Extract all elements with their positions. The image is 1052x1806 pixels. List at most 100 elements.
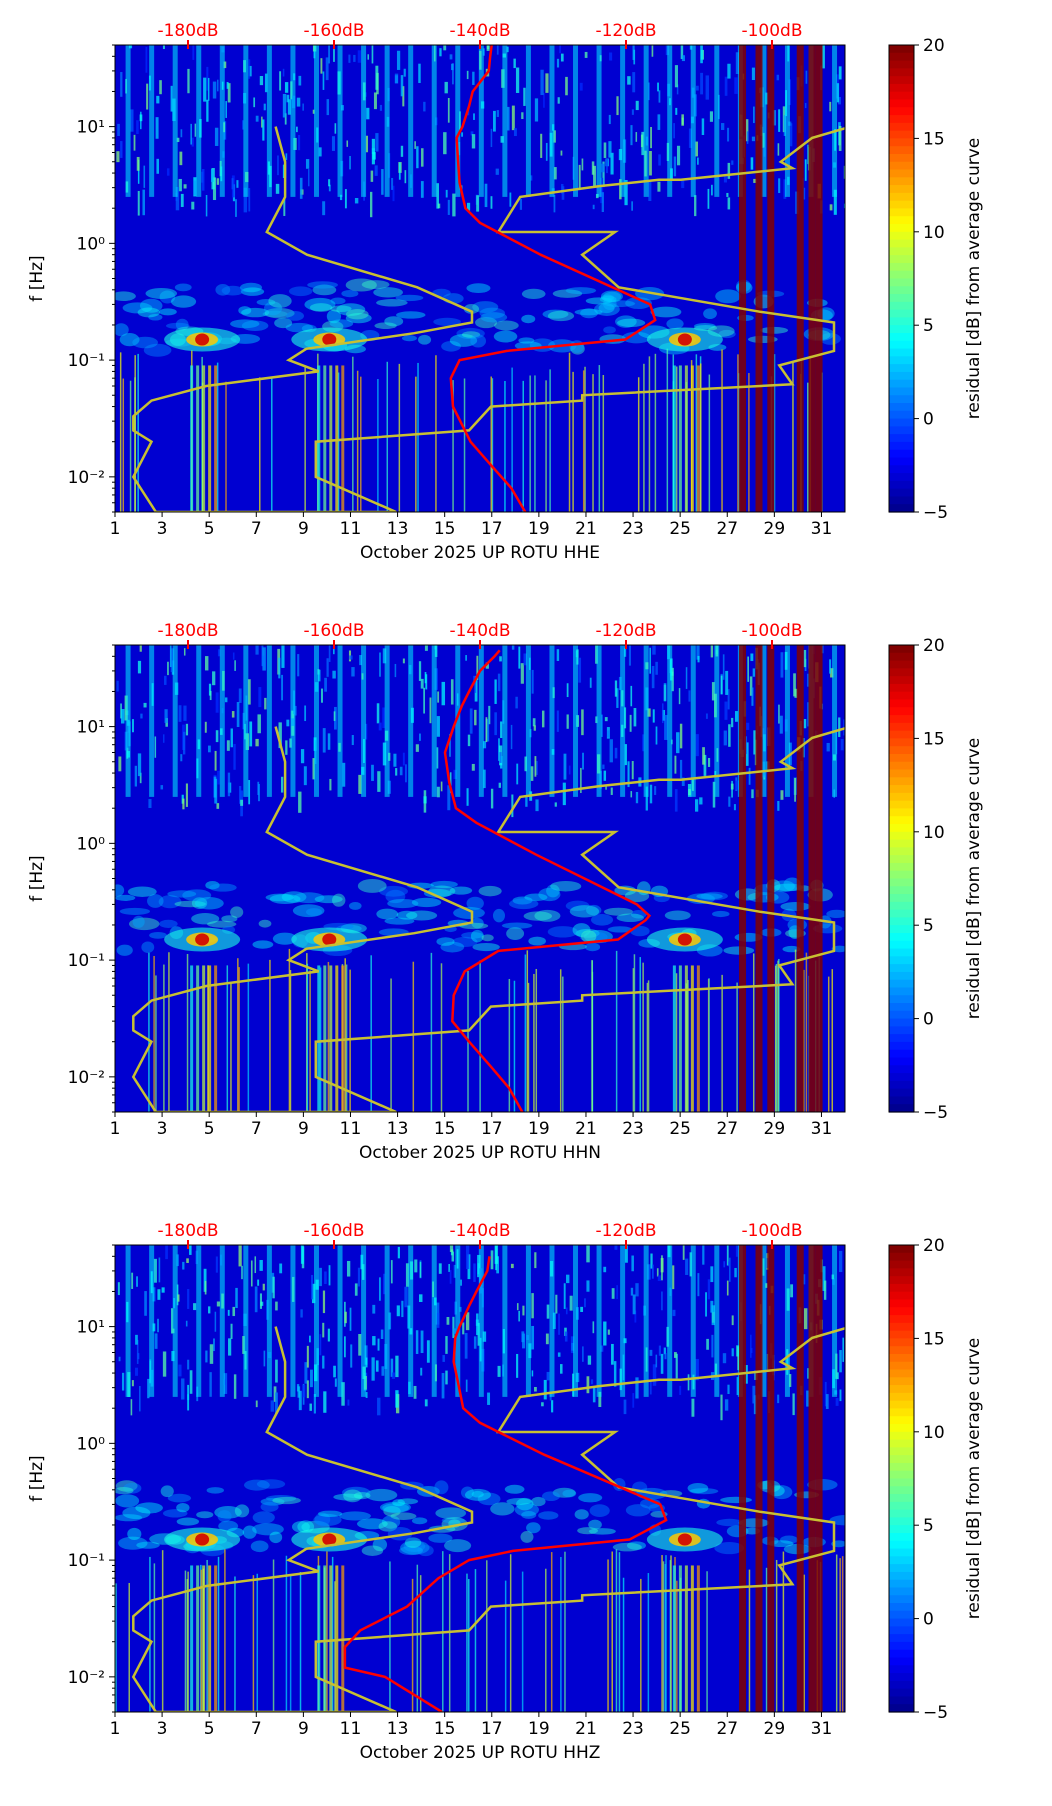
- speckle-mark: [473, 1336, 477, 1349]
- speckle-mark: [624, 744, 627, 766]
- speckle-mark: [655, 726, 658, 745]
- speckle-mark: [695, 734, 699, 757]
- colorbar-segment: [889, 247, 914, 256]
- speckle-mark: [344, 189, 347, 209]
- speckle-mark: [137, 1353, 140, 1360]
- speckle-mark: [465, 1245, 470, 1270]
- speckle-mark: [661, 703, 664, 724]
- top-db-tick-label: -180dB: [157, 21, 218, 41]
- x-tick-label: 7: [251, 1719, 262, 1739]
- speckle-mark: [592, 204, 595, 210]
- colorbar-segment: [889, 364, 914, 373]
- daily-streak: [313, 45, 319, 197]
- speckle-mark: [765, 92, 769, 105]
- speckle-mark: [157, 1289, 161, 1300]
- lowfreq-streak: [452, 380, 454, 512]
- top-db-tick-label: -140dB: [449, 1221, 510, 1241]
- speckle-mark: [729, 1257, 731, 1282]
- microseism-mark: [174, 283, 192, 292]
- speckle-mark: [495, 168, 499, 175]
- spectrogram-image: [115, 1245, 845, 1712]
- microseism-mark: [309, 303, 333, 312]
- colorbar-segment: [889, 449, 914, 459]
- lowfreq-streak: [412, 961, 415, 1112]
- event-column: [196, 965, 200, 1112]
- lowfreq-streak: [417, 362, 419, 512]
- microseism-mark: [403, 1540, 426, 1552]
- lowfreq-streak: [527, 982, 530, 1112]
- speckle-mark: [415, 744, 419, 752]
- speckle-mark: [214, 1311, 217, 1332]
- colorbar-label: residual [dB] from average curve: [964, 738, 984, 1019]
- speckle-mark: [378, 722, 382, 731]
- speckle-mark: [440, 781, 443, 792]
- microseism-mark: [240, 287, 265, 296]
- speckle-mark: [180, 754, 183, 762]
- speckle-mark: [628, 645, 631, 666]
- microseism-mark: [380, 1501, 411, 1513]
- speckle-mark: [496, 110, 499, 117]
- speckle-mark: [327, 1328, 330, 1342]
- speckle-mark: [611, 1343, 614, 1365]
- speckle-mark: [833, 189, 837, 215]
- colorbar-segment: [889, 1104, 914, 1113]
- y-tick-label: 10¹: [77, 718, 105, 738]
- speckle-mark: [304, 1362, 308, 1384]
- colorbar-segment: [889, 1610, 914, 1620]
- speckle-mark: [581, 158, 584, 171]
- colorbar-segment: [889, 52, 914, 62]
- gap-column: [739, 1245, 747, 1712]
- speckle-mark: [282, 68, 285, 77]
- speckle-mark: [570, 1336, 575, 1354]
- speckle-mark: [546, 1371, 550, 1381]
- speckle-mark: [499, 752, 502, 763]
- speckle-mark: [231, 178, 234, 190]
- lowfreq-streak: [748, 1569, 751, 1712]
- speckle-mark: [601, 714, 603, 737]
- speckle-mark: [592, 1387, 596, 1403]
- x-tick-label: 31: [811, 1119, 833, 1139]
- colorbar-segment: [889, 278, 914, 287]
- lowfreq-streak: [377, 379, 379, 512]
- microseism-mark: [586, 904, 602, 916]
- speckle-mark: [535, 799, 539, 812]
- speckle-mark: [711, 184, 713, 196]
- speckle-mark: [607, 730, 610, 738]
- lowfreq-streak: [349, 969, 351, 1112]
- speckle-mark: [120, 141, 123, 158]
- microseism-mark: [434, 1480, 449, 1495]
- speckle-mark: [396, 50, 401, 70]
- lowfreq-streak: [119, 352, 122, 512]
- colorbar-segment: [889, 1268, 914, 1277]
- lowfreq-streak: [309, 970, 311, 1112]
- speckle-mark: [329, 778, 332, 791]
- microseism-mark: [241, 307, 270, 318]
- microseism-mark: [521, 1511, 537, 1519]
- colorbar-segment: [889, 1041, 914, 1051]
- speckle-mark: [136, 1276, 138, 1287]
- colorbar-segment: [889, 122, 914, 132]
- speckle-mark: [439, 48, 442, 57]
- speckle-mark: [564, 1331, 568, 1342]
- colorbar-tick-label: 20: [923, 636, 945, 656]
- microseism-mark: [241, 320, 269, 331]
- speckle-mark: [581, 709, 584, 736]
- speckle-mark: [780, 652, 784, 678]
- speckle-mark: [688, 690, 691, 702]
- colorbar-segment: [889, 161, 914, 171]
- speckle-mark: [498, 782, 501, 788]
- microseism-mark: [461, 932, 484, 939]
- microseism-mark: [372, 1538, 388, 1552]
- speckle-mark: [175, 186, 180, 211]
- speckle-mark: [250, 1260, 253, 1287]
- colorbar-tick-label: 10: [923, 823, 945, 843]
- speckle-mark: [131, 1380, 134, 1387]
- speckle-mark: [804, 102, 807, 109]
- colorbar-segment: [889, 169, 914, 178]
- speckle-mark: [381, 1366, 385, 1376]
- speckle-mark: [598, 1391, 602, 1408]
- colorbar-segment: [889, 1673, 914, 1682]
- speckle-mark: [822, 1266, 826, 1291]
- x-tick-label: 23: [622, 1119, 644, 1139]
- microseism-mark: [472, 942, 500, 952]
